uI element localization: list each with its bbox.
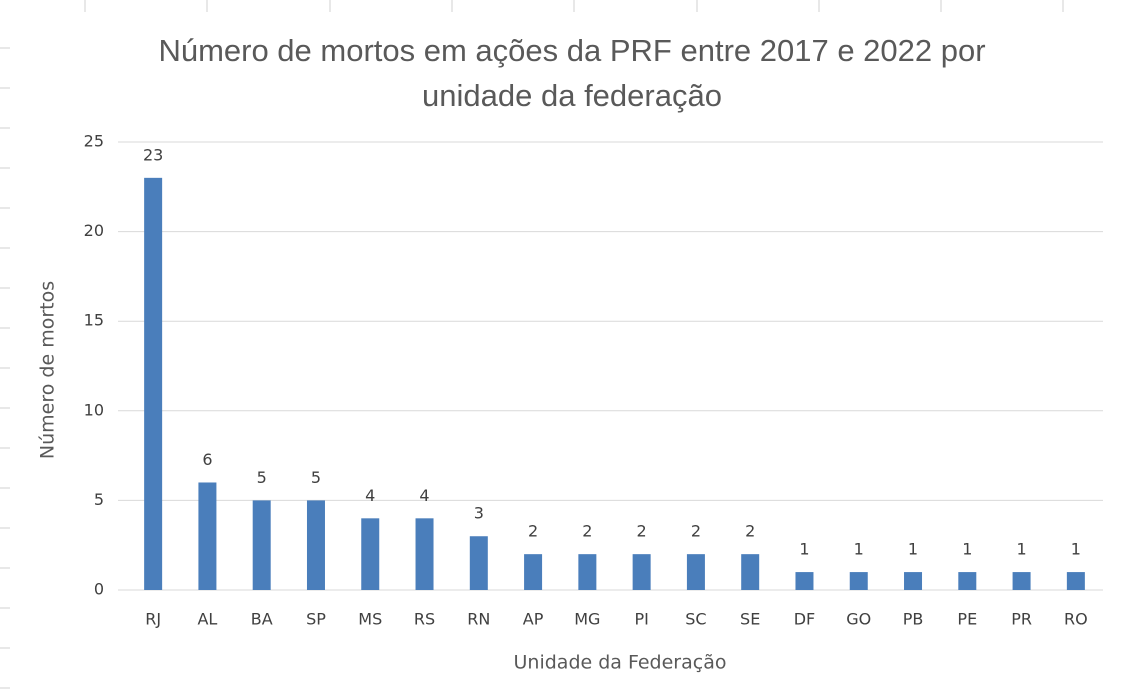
chart-title: Número de mortos em ações da PRF entre 2… bbox=[158, 33, 986, 113]
y-axis-label: Número de mortos bbox=[37, 281, 59, 459]
bar bbox=[524, 554, 543, 590]
x-tick-label: PE bbox=[957, 610, 977, 629]
data-label: 1 bbox=[1071, 540, 1081, 559]
bar bbox=[469, 536, 488, 590]
x-tick-label: RJ bbox=[145, 610, 161, 629]
bar bbox=[415, 518, 434, 590]
bar bbox=[686, 554, 705, 590]
x-tick-label: SP bbox=[306, 610, 326, 629]
bar bbox=[144, 177, 163, 590]
data-label: 4 bbox=[365, 486, 375, 505]
bar bbox=[958, 572, 977, 590]
y-tick-label: 25 bbox=[84, 132, 104, 151]
data-label: 2 bbox=[745, 522, 755, 541]
bar bbox=[1066, 572, 1085, 590]
x-tick-label: RN bbox=[467, 610, 490, 629]
data-label: 5 bbox=[257, 468, 267, 487]
x-tick-label: SC bbox=[685, 610, 706, 629]
bar bbox=[795, 572, 814, 590]
bar bbox=[632, 554, 651, 590]
x-tick-label: SE bbox=[740, 610, 760, 629]
data-label: 2 bbox=[637, 522, 647, 541]
bar bbox=[904, 572, 923, 590]
bar bbox=[849, 572, 868, 590]
bar bbox=[1012, 572, 1031, 590]
data-label: 1 bbox=[854, 540, 864, 559]
bar bbox=[252, 500, 271, 590]
data-label: 1 bbox=[908, 540, 918, 559]
x-tick-label: AP bbox=[523, 610, 544, 629]
x-tick-label: GO bbox=[846, 610, 871, 629]
x-tick-label: BA bbox=[251, 610, 273, 629]
data-label: 1 bbox=[1016, 540, 1026, 559]
bar bbox=[361, 518, 380, 590]
x-tick-label: PR bbox=[1011, 610, 1032, 629]
data-label: 1 bbox=[799, 540, 809, 559]
x-tick-label: AL bbox=[197, 610, 217, 629]
bar bbox=[306, 500, 325, 590]
bar bbox=[578, 554, 597, 590]
y-tick-label: 15 bbox=[84, 311, 104, 330]
data-label: 5 bbox=[311, 468, 321, 487]
data-label: 3 bbox=[474, 504, 484, 523]
x-tick-label: MG bbox=[574, 610, 600, 629]
sheet-grid bbox=[0, 0, 1064, 689]
x-tick-label: DF bbox=[794, 610, 816, 629]
y-tick-label: 20 bbox=[84, 221, 104, 240]
data-label: 6 bbox=[202, 450, 212, 469]
y-tick-label: 0 bbox=[94, 580, 104, 599]
x-tick-label: PI bbox=[634, 610, 648, 629]
data-label: 2 bbox=[691, 522, 701, 541]
bar bbox=[741, 554, 760, 590]
y-tick-label: 10 bbox=[84, 400, 104, 419]
y-tick-label: 5 bbox=[94, 490, 104, 509]
bar bbox=[198, 482, 217, 590]
x-axis-label: Unidade da Federação bbox=[514, 652, 727, 674]
x-tick-label: RO bbox=[1064, 610, 1088, 629]
x-tick-label: PB bbox=[903, 610, 924, 629]
x-tick-label: MS bbox=[358, 610, 382, 629]
data-label: 1 bbox=[962, 540, 972, 559]
data-label: 2 bbox=[582, 522, 592, 541]
x-tick-label: RS bbox=[414, 610, 435, 629]
data-label: 4 bbox=[419, 486, 429, 505]
data-label: 23 bbox=[143, 145, 163, 164]
data-label: 2 bbox=[528, 522, 538, 541]
